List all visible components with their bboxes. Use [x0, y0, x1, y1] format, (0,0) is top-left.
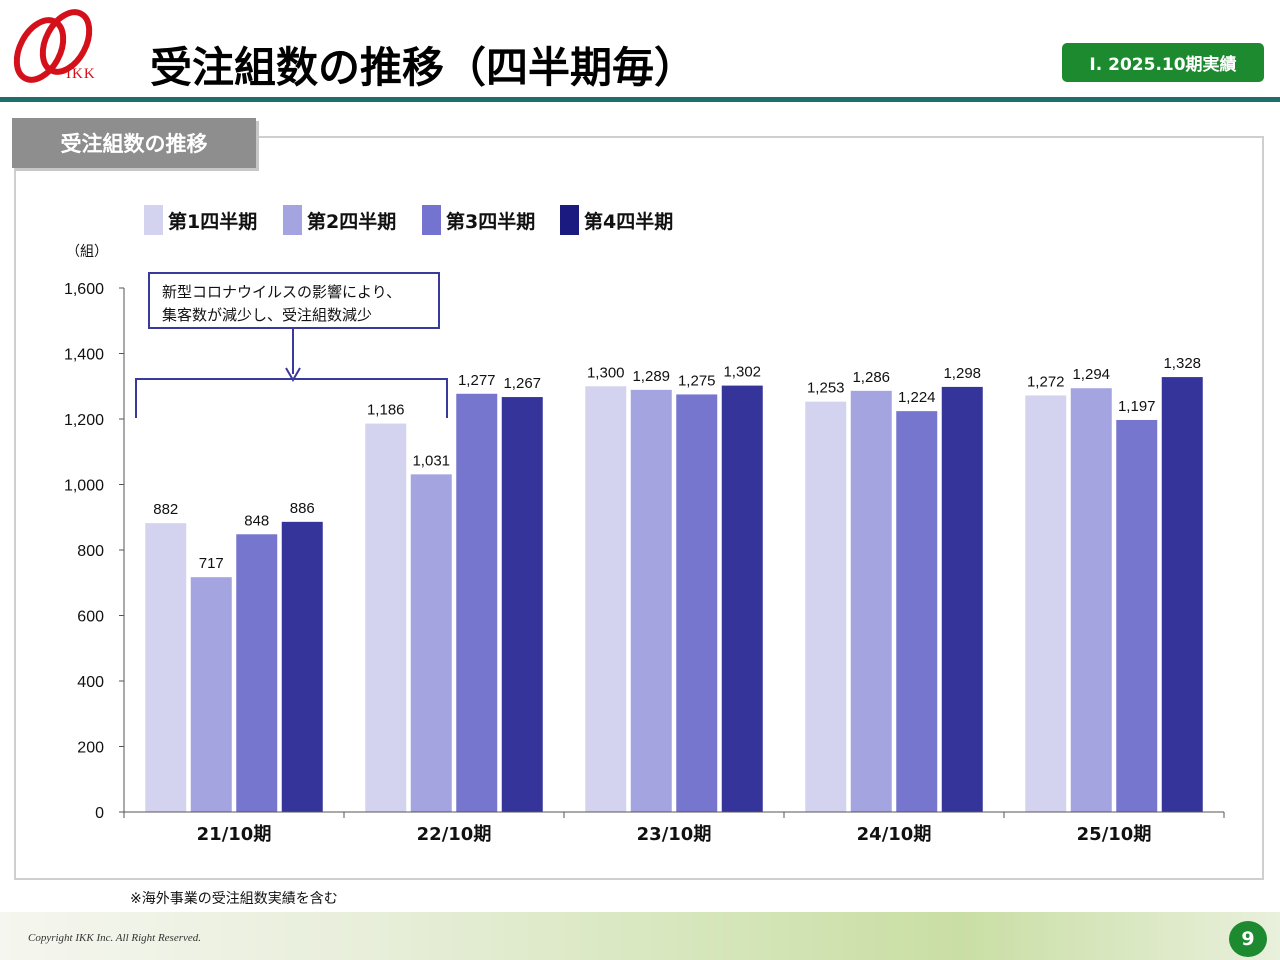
bar-1-3 [585, 386, 627, 812]
y-tick-label: 1,200 [64, 412, 104, 429]
bar-3-4 [896, 411, 938, 812]
bar-4-3 [721, 385, 763, 812]
bar-3-2 [456, 393, 498, 812]
bar-3-3 [676, 394, 718, 812]
data-label: 1,277 [458, 372, 496, 389]
y-tick-label: 200 [77, 740, 104, 757]
data-label: 1,302 [723, 364, 761, 381]
ikk-logo [13, 9, 93, 83]
bar-4-1 [281, 521, 323, 812]
data-label: 1,328 [1163, 355, 1201, 372]
data-label: 886 [290, 500, 315, 517]
legend-label: 第2四半期 [307, 210, 396, 233]
legend-swatch-4 [560, 205, 579, 235]
x-tick-label: 25/10期 [1077, 824, 1152, 845]
bar-1-1 [145, 523, 187, 812]
data-label: 1,224 [898, 389, 936, 406]
bar-2-3 [630, 389, 672, 812]
callout-bracket [135, 378, 448, 418]
bar-2-1 [190, 577, 232, 812]
data-label: 1,275 [678, 372, 716, 389]
page-number: 9 [1229, 921, 1267, 957]
data-label: 1,197 [1118, 398, 1156, 415]
y-axis-label: （組） [66, 244, 108, 260]
y-tick-label: 0 [95, 805, 104, 822]
footer-band [0, 912, 1280, 960]
page-title: 受注組数の推移（四半期毎） [150, 43, 697, 92]
y-tick-label: 1,000 [64, 478, 104, 495]
bar-3-5 [1116, 419, 1158, 812]
callout-text: 集客数が減少し、受注組数減少 [162, 306, 372, 324]
bar-3-1 [236, 534, 278, 812]
data-label: 717 [199, 555, 224, 572]
bar-1-2 [365, 423, 407, 812]
bar-4-5 [1161, 377, 1203, 812]
data-label: 1,186 [367, 402, 405, 419]
bar-2-2 [410, 474, 452, 812]
y-tick-label: 800 [77, 543, 104, 560]
period-badge: Ⅰ. 2025.10期実績 [1062, 43, 1264, 82]
legend-swatch-1 [144, 205, 163, 235]
data-label: 1,253 [807, 380, 845, 397]
header-rule [0, 97, 1280, 102]
section-tab: 受注組数の推移 [12, 118, 256, 168]
callout-text: 新型コロナウイルスの影響により、 [162, 283, 401, 301]
y-tick-label: 400 [77, 674, 104, 691]
y-tick-label: 600 [77, 609, 104, 626]
legend-label: 第1四半期 [168, 210, 257, 233]
y-tick-label: 1,400 [64, 347, 104, 364]
y-tick-label: 1,600 [64, 281, 104, 298]
bar-4-4 [941, 386, 983, 812]
footnote: ※海外事業の受注組数実績を含む [130, 891, 338, 907]
legend-label: 第4四半期 [584, 210, 673, 233]
data-label: 1,272 [1027, 373, 1065, 390]
bar-2-4 [850, 390, 892, 812]
data-label: 882 [153, 501, 178, 518]
data-label: 1,294 [1072, 366, 1110, 383]
logo-text: IKK [66, 66, 96, 82]
legend-swatch-2 [283, 205, 302, 235]
data-label: 1,298 [943, 365, 981, 382]
bar-1-5 [1025, 395, 1067, 812]
callout-box [148, 272, 440, 329]
bar-2-5 [1070, 388, 1112, 812]
data-label: 1,267 [503, 375, 541, 392]
data-label: 1,286 [852, 369, 890, 386]
data-label: 848 [244, 512, 269, 529]
x-tick-label: 22/10期 [417, 824, 492, 845]
data-label: 1,300 [587, 364, 625, 381]
x-tick-label: 23/10期 [637, 824, 712, 845]
data-label: 1,031 [412, 452, 450, 469]
bar-1-4 [805, 401, 847, 812]
legend-label: 第3四半期 [446, 210, 535, 233]
bar-4-2 [501, 397, 543, 812]
legend-swatch-3 [422, 205, 441, 235]
copyright: Copyright IKK Inc. All Right Reserved. [28, 932, 202, 944]
x-tick-label: 24/10期 [857, 824, 932, 845]
data-label: 1,289 [632, 368, 670, 385]
x-tick-label: 21/10期 [197, 824, 272, 845]
